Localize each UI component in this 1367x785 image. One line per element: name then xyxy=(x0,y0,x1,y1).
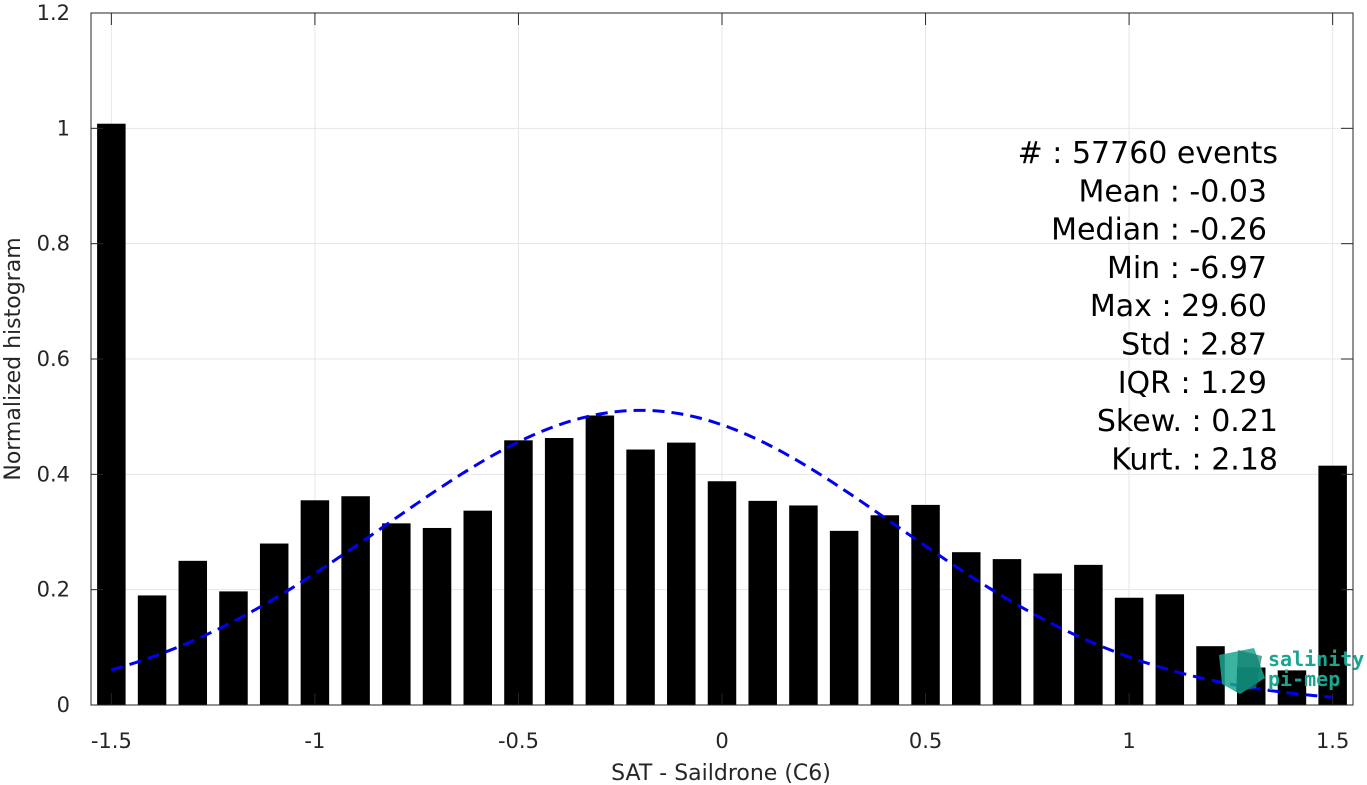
histogram-bar xyxy=(1114,597,1144,705)
axis-ticks xyxy=(91,12,1353,706)
histogram-bar xyxy=(422,527,452,705)
stat-line: Max : 29.60 xyxy=(1090,289,1267,324)
histogram-bar xyxy=(1155,594,1185,705)
logo-mark-shade-icon xyxy=(1236,650,1262,692)
histogram-bar xyxy=(789,505,818,705)
histogram-bar xyxy=(1318,465,1347,705)
logo-line-2: pi-mep xyxy=(1268,667,1340,691)
x-axis-label: SAT - Saildrone (C6) xyxy=(611,761,831,785)
stat-line: Std : 2.87 xyxy=(1121,328,1267,363)
stat-line: Median : -0.26 xyxy=(1051,213,1267,248)
histogram-bar xyxy=(463,510,492,705)
stat-line: Skew. : 0.21 xyxy=(1097,404,1278,439)
histogram-bar xyxy=(1033,573,1062,705)
histogram-bar xyxy=(585,415,615,705)
x-tick-label: 1 xyxy=(1122,729,1135,753)
y-tick-label: 0.2 xyxy=(37,578,70,602)
histogram-bar xyxy=(137,595,167,705)
x-tick-label: 0 xyxy=(715,729,728,753)
histogram-bar xyxy=(952,552,981,705)
y-tick-label: 0.8 xyxy=(37,232,70,256)
histogram-bar xyxy=(667,442,696,705)
y-tick-labels: 0 0.2 0.4 0.6 0.8 1 1.2 xyxy=(37,1,70,717)
histogram-bar xyxy=(544,438,574,705)
histogram-bar xyxy=(626,449,655,705)
stat-line: Mean : -0.03 xyxy=(1078,174,1267,209)
gaussian-fit-curve xyxy=(110,408,1333,699)
histogram-bar xyxy=(341,496,370,705)
x-tick-label: 1.5 xyxy=(1316,729,1349,753)
stat-line: Min : -6.97 xyxy=(1107,251,1267,286)
y-axis-label: Normalized histogram xyxy=(1,237,26,480)
histogram-bar xyxy=(870,515,900,705)
x-tick-label: 0.5 xyxy=(909,729,942,753)
histogram-bar xyxy=(300,500,330,705)
histogram-bar xyxy=(178,560,208,705)
stat-line: IQR : 1.29 xyxy=(1118,366,1267,401)
histogram-bar xyxy=(707,481,737,705)
y-tick-label: 0 xyxy=(57,693,70,717)
stat-line: # : 57760 events xyxy=(1018,136,1278,171)
histogram-bar xyxy=(504,440,533,705)
y-tick-label: 1 xyxy=(57,116,70,140)
histogram-bar xyxy=(259,543,289,705)
y-tick-label: 1.2 xyxy=(37,1,70,25)
x-tick-labels: -1.5 -1 -0.5 0 0.5 1 1.5 xyxy=(91,729,1349,753)
stat-line: Kurt. : 2.18 xyxy=(1111,442,1278,477)
histogram-bar xyxy=(1277,670,1307,705)
y-tick-label: 0.4 xyxy=(37,462,70,486)
histogram-bar xyxy=(219,591,248,705)
histogram-bar xyxy=(748,500,777,705)
histogram-bar xyxy=(992,559,1022,705)
histogram-bar xyxy=(382,523,411,705)
x-tick-label: -0.5 xyxy=(498,729,539,753)
logo-line-1: salinity xyxy=(1268,647,1364,671)
histogram-bar xyxy=(911,504,940,705)
x-tick-label: -1.5 xyxy=(91,729,132,753)
histogram-bar xyxy=(829,530,859,705)
x-tick-label: -1 xyxy=(304,729,325,753)
histogram-bar xyxy=(97,123,126,706)
y-tick-label: 0.6 xyxy=(37,347,70,371)
salinity-pimep-logo: salinity pi-mep xyxy=(1219,647,1364,694)
histogram-bars xyxy=(97,123,1347,706)
